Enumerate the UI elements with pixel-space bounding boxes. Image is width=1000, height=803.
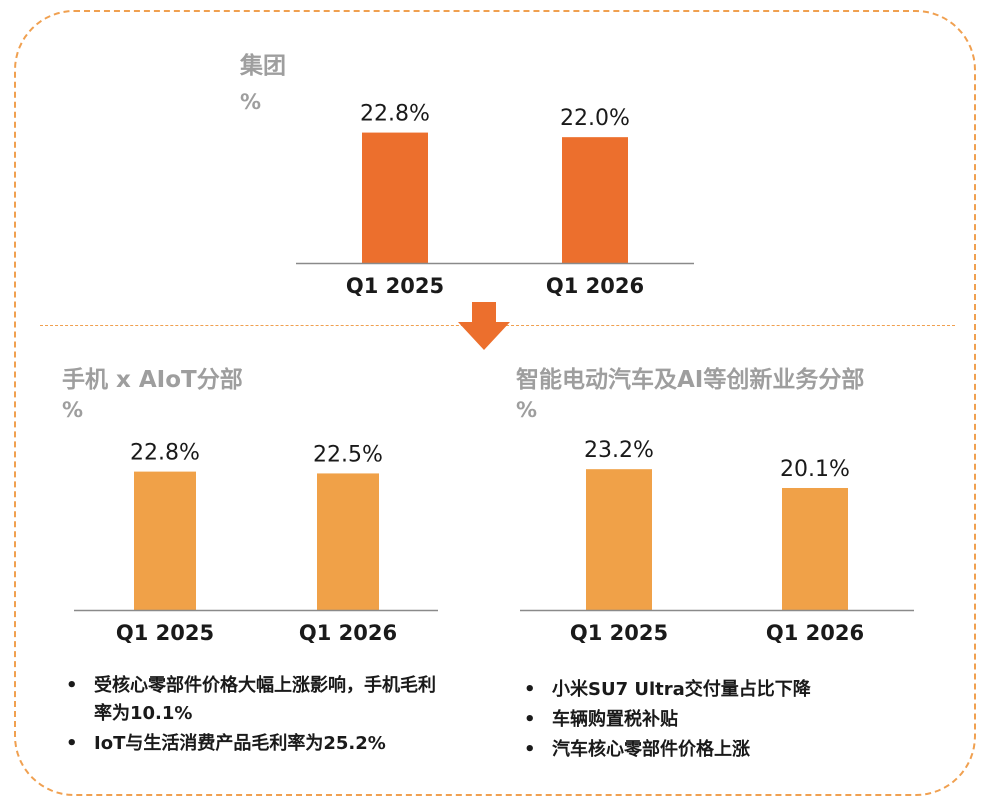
x-tick-label: Q1 2025 bbox=[116, 621, 214, 645]
bar bbox=[562, 137, 628, 263]
x-tick-label: Q1 2026 bbox=[766, 621, 864, 645]
bar bbox=[317, 473, 379, 610]
x-tick-label: Q1 2025 bbox=[346, 274, 444, 298]
bar bbox=[362, 132, 428, 263]
ev-title: 智能电动汽车及AI等创新业务分部 bbox=[516, 367, 865, 393]
x-tick-label: Q1 2026 bbox=[299, 621, 397, 645]
panel-frame bbox=[14, 10, 976, 796]
bar-value-label: 22.8% bbox=[130, 441, 200, 466]
bar bbox=[134, 471, 196, 610]
down-arrow-icon bbox=[458, 302, 510, 350]
bar-value-label: 22.5% bbox=[313, 442, 383, 467]
bar-value-label: 22.8% bbox=[360, 102, 430, 127]
bar-value-label: 23.2% bbox=[584, 438, 654, 463]
phone-title: 手机 x AIoT分部 bbox=[62, 367, 243, 393]
left-note-item: 受核心零部件价格大幅上涨影响，手机毛利率为10.1% bbox=[66, 672, 446, 728]
left-note-item: IoT与生活消费产品毛利率为25.2% bbox=[66, 730, 446, 758]
group-unit: % bbox=[240, 90, 262, 114]
right-notes: 小米SU7 Ultra交付量占比下降 车辆购置税补贴 汽车核心零部件价格上涨 bbox=[524, 676, 944, 766]
group-title: 集团 bbox=[240, 53, 286, 79]
bar-value-label: 22.0% bbox=[560, 106, 630, 131]
x-tick-label: Q1 2025 bbox=[570, 621, 668, 645]
x-tick-label: Q1 2026 bbox=[546, 274, 644, 298]
bar-value-label: 20.1% bbox=[780, 457, 850, 482]
right-note-item: 车辆购置税补贴 bbox=[524, 706, 944, 734]
bar bbox=[586, 469, 652, 610]
bar bbox=[782, 487, 848, 610]
ev-unit: % bbox=[516, 398, 538, 422]
right-note-item: 小米SU7 Ultra交付量占比下降 bbox=[524, 676, 944, 704]
right-note-item: 汽车核心零部件价格上涨 bbox=[524, 736, 944, 764]
phone-unit: % bbox=[62, 398, 84, 422]
left-notes: 受核心零部件价格大幅上涨影响，手机毛利率为10.1% IoT与生活消费产品毛利率… bbox=[66, 672, 446, 760]
